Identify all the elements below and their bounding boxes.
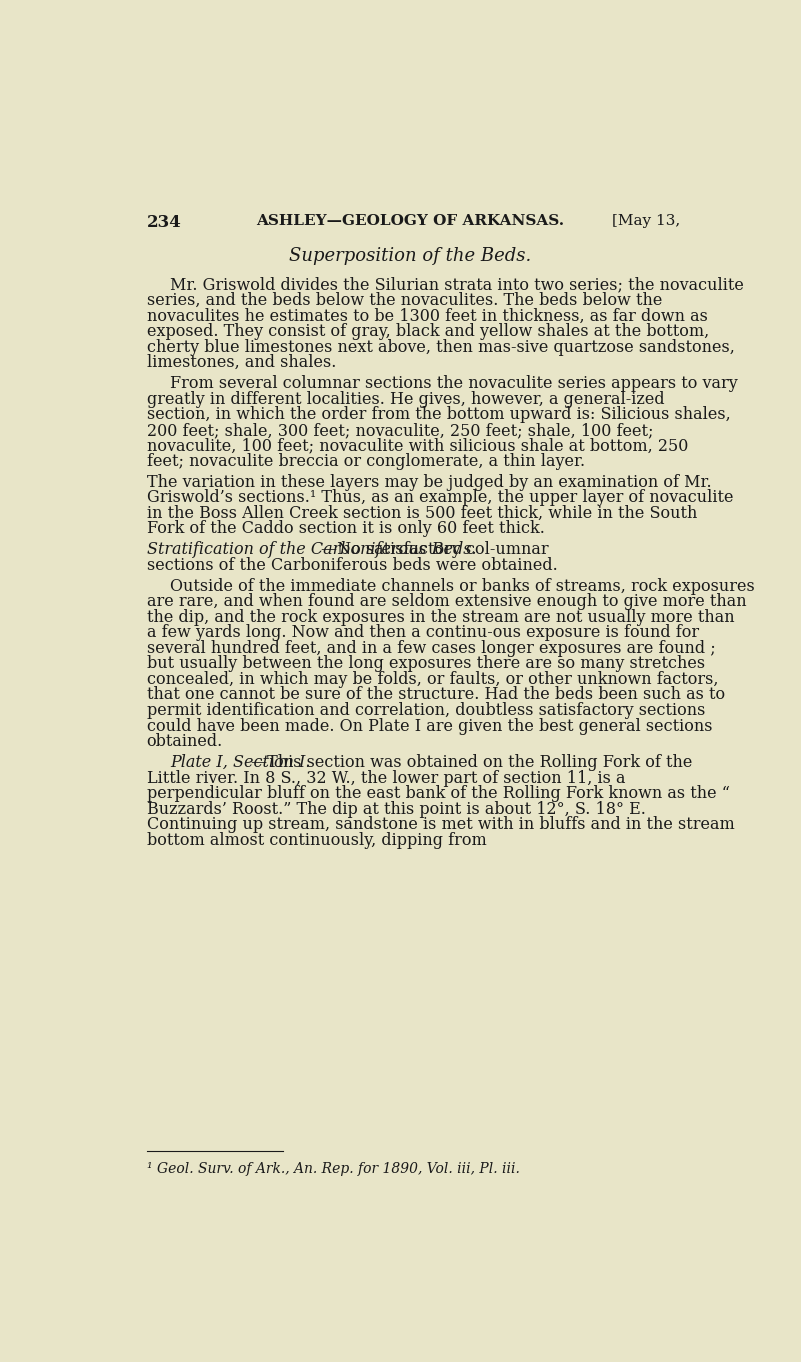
Text: a few yards long. Now and then a continu-ous exposure is found for: a few yards long. Now and then a continu… [147, 624, 698, 642]
Text: —This section was obtained on the Rolling Fork of the: —This section was obtained on the Rollin… [251, 755, 692, 771]
Text: permit identification and correlation, doubtless satisfactory sections: permit identification and correlation, d… [147, 701, 705, 719]
Text: Griswold’s sections.¹ Thus, as an example, the upper layer of novaculite: Griswold’s sections.¹ Thus, as an exampl… [147, 489, 733, 507]
Text: several hundred feet, and in a few cases longer exposures are found ;: several hundred feet, and in a few cases… [147, 640, 715, 656]
Text: section, in which the order from the bottom upward is: Silicious shales,: section, in which the order from the bot… [147, 406, 731, 424]
Text: Stratification of the Carboniferous Beds.: Stratification of the Carboniferous Beds… [147, 541, 477, 558]
Text: bottom almost continuously, dipping from: bottom almost continuously, dipping from [147, 832, 486, 849]
Text: are rare, and when found are seldom extensive enough to give more than: are rare, and when found are seldom exte… [147, 594, 747, 610]
Text: concealed, in which may be folds, or faults, or other unknown factors,: concealed, in which may be folds, or fau… [147, 671, 718, 688]
Text: From several columnar sections the novaculite series appears to vary: From several columnar sections the novac… [171, 376, 738, 392]
Text: —No satisfactory col-umnar: —No satisfactory col-umnar [321, 541, 549, 558]
Text: cherty blue limestones next above, then mas-sive quartzose sandstones,: cherty blue limestones next above, then … [147, 339, 735, 355]
Text: obtained.: obtained. [147, 733, 223, 750]
Text: sections of the Carboniferous beds were obtained.: sections of the Carboniferous beds were … [147, 557, 557, 573]
Text: The variation in these layers may be judged by an examination of Mr.: The variation in these layers may be jud… [147, 474, 711, 490]
Text: Mr. Griswold divides the Silurian strata into two series; the novaculite: Mr. Griswold divides the Silurian strata… [171, 276, 744, 294]
Text: that one cannot be sure of the structure. Had the beds been such as to: that one cannot be sure of the structure… [147, 686, 725, 703]
Text: could have been made. On Plate I are given the best general sections: could have been made. On Plate I are giv… [147, 718, 712, 734]
Text: Superposition of the Beds.: Superposition of the Beds. [289, 248, 532, 266]
Text: in the Boss Allen Creek section is 500 feet thick, while in the South: in the Boss Allen Creek section is 500 f… [147, 505, 697, 522]
Text: limestones, and shales.: limestones, and shales. [147, 354, 336, 372]
Text: Fork of the Caddo section it is only 60 feet thick.: Fork of the Caddo section it is only 60 … [147, 520, 545, 538]
Text: novaculites he estimates to be 1300 feet in thickness, as far down as: novaculites he estimates to be 1300 feet… [147, 308, 707, 324]
Text: feet; novaculite breccia or conglomerate, a thin layer.: feet; novaculite breccia or conglomerate… [147, 454, 585, 470]
Text: ASHLEY—GEOLOGY OF ARKANSAS.: ASHLEY—GEOLOGY OF ARKANSAS. [256, 214, 565, 227]
Text: 200 feet; shale, 300 feet; novaculite, 250 feet; shale, 100 feet;: 200 feet; shale, 300 feet; novaculite, 2… [147, 422, 653, 439]
Text: novaculite, 100 feet; novaculite with silicious shale at bottom, 250: novaculite, 100 feet; novaculite with si… [147, 437, 688, 455]
Text: but usually between the long exposures there are so many stretches: but usually between the long exposures t… [147, 655, 705, 673]
Text: Continuing up stream, sandstone is met with in bluffs and in the stream: Continuing up stream, sandstone is met w… [147, 816, 735, 834]
Text: 234: 234 [147, 214, 182, 230]
Text: [May 13,: [May 13, [612, 214, 681, 227]
Text: perpendicular bluff on the east bank of the Rolling Fork known as the “: perpendicular bluff on the east bank of … [147, 785, 730, 802]
Text: ¹ Geol. Surv. of Ark., An. Rep. for 1890, Vol. iii, Pl. iii.: ¹ Geol. Surv. of Ark., An. Rep. for 1890… [147, 1162, 520, 1175]
Text: Outside of the immediate channels or banks of streams, rock exposures: Outside of the immediate channels or ban… [171, 577, 755, 595]
Text: the dip, and the rock exposures in the stream are not usually more than: the dip, and the rock exposures in the s… [147, 609, 735, 627]
Text: Little river. In 8 S., 32 W., the lower part of section 11, is a: Little river. In 8 S., 32 W., the lower … [147, 770, 626, 786]
Text: Buzzards’ Roost.” The dip at this point is about 12°, S. 18° E.: Buzzards’ Roost.” The dip at this point … [147, 801, 646, 817]
Text: Plate I, Section I.: Plate I, Section I. [171, 755, 311, 771]
Text: greatly in different localities. He gives, however, a general-ized: greatly in different localities. He give… [147, 391, 664, 407]
Text: series, and the beds below the novaculites. The beds below the: series, and the beds below the novaculit… [147, 293, 662, 309]
Text: exposed. They consist of gray, black and yellow shales at the bottom,: exposed. They consist of gray, black and… [147, 323, 709, 340]
